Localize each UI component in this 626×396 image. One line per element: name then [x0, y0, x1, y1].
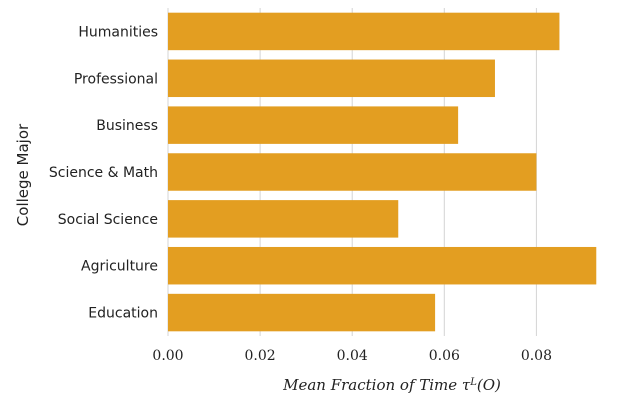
category-label: Agriculture	[81, 259, 158, 275]
bar-agriculture	[168, 246, 597, 285]
bar-humanities	[168, 12, 560, 51]
category-label: Science & Math	[49, 165, 158, 181]
x-axis-title: Mean Fraction of Time τL(O)	[282, 376, 501, 394]
x-tick-label: 0.06	[429, 348, 460, 364]
category-label: Social Science	[58, 212, 158, 228]
bar-science-math	[168, 153, 537, 191]
bar-business	[168, 106, 459, 144]
category-label: Business	[96, 118, 158, 134]
bars-layer	[168, 12, 597, 332]
category-label: Humanities	[78, 24, 158, 40]
bar-social-science	[168, 200, 399, 238]
x-axis-title-sup: L	[469, 377, 477, 388]
x-tick-labels: 0.00 0.02 0.04 0.06 0.08	[152, 348, 552, 364]
category-labels: Humanities Professional Business Science & …	[49, 24, 158, 321]
bar-education	[168, 293, 436, 332]
bar-professional	[168, 59, 495, 98]
x-tick-label: 0.00	[152, 348, 183, 364]
x-tick-label: 0.02	[245, 348, 276, 364]
x-tick-label: 0.08	[521, 348, 552, 364]
x-tick-label: 0.04	[337, 348, 368, 364]
category-label: Professional	[74, 71, 158, 87]
y-axis-title: College Major	[14, 123, 32, 226]
x-axis-title-suffix: (O)	[477, 376, 501, 394]
category-label: Education	[88, 306, 158, 322]
x-axis-title-main: Mean Fraction of Time τ	[282, 376, 471, 394]
